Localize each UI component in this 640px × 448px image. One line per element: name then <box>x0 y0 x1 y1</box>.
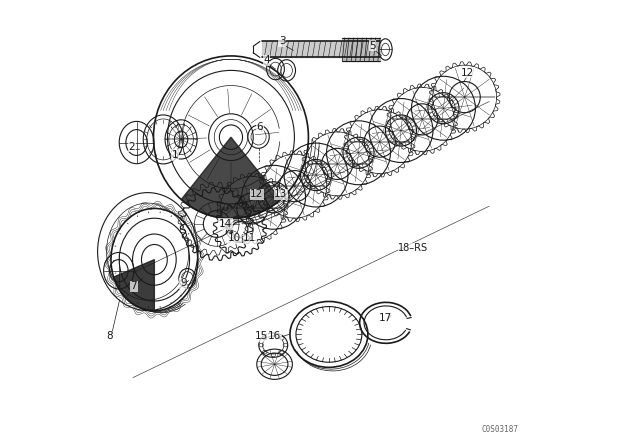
Text: 3: 3 <box>279 36 285 47</box>
Text: 7: 7 <box>131 281 137 291</box>
Text: 17: 17 <box>380 314 392 323</box>
Polygon shape <box>114 260 154 310</box>
Text: 2: 2 <box>129 142 135 152</box>
Polygon shape <box>181 137 281 219</box>
Text: 12: 12 <box>250 189 264 199</box>
Text: 8: 8 <box>106 331 113 341</box>
Text: 11: 11 <box>243 233 256 243</box>
Text: 13: 13 <box>274 189 287 199</box>
Text: 18–RS: 18–RS <box>399 243 429 254</box>
Text: 15: 15 <box>255 331 268 341</box>
Text: 6: 6 <box>257 122 263 132</box>
Text: 14: 14 <box>219 219 232 229</box>
Text: 16: 16 <box>268 331 281 341</box>
Text: 10: 10 <box>228 233 241 243</box>
Text: 5: 5 <box>369 41 376 51</box>
Text: 1: 1 <box>172 150 179 160</box>
Text: C0S03187: C0S03187 <box>482 425 519 434</box>
Text: 4: 4 <box>263 55 270 65</box>
Text: 9: 9 <box>180 278 187 288</box>
Text: 12: 12 <box>461 68 474 78</box>
